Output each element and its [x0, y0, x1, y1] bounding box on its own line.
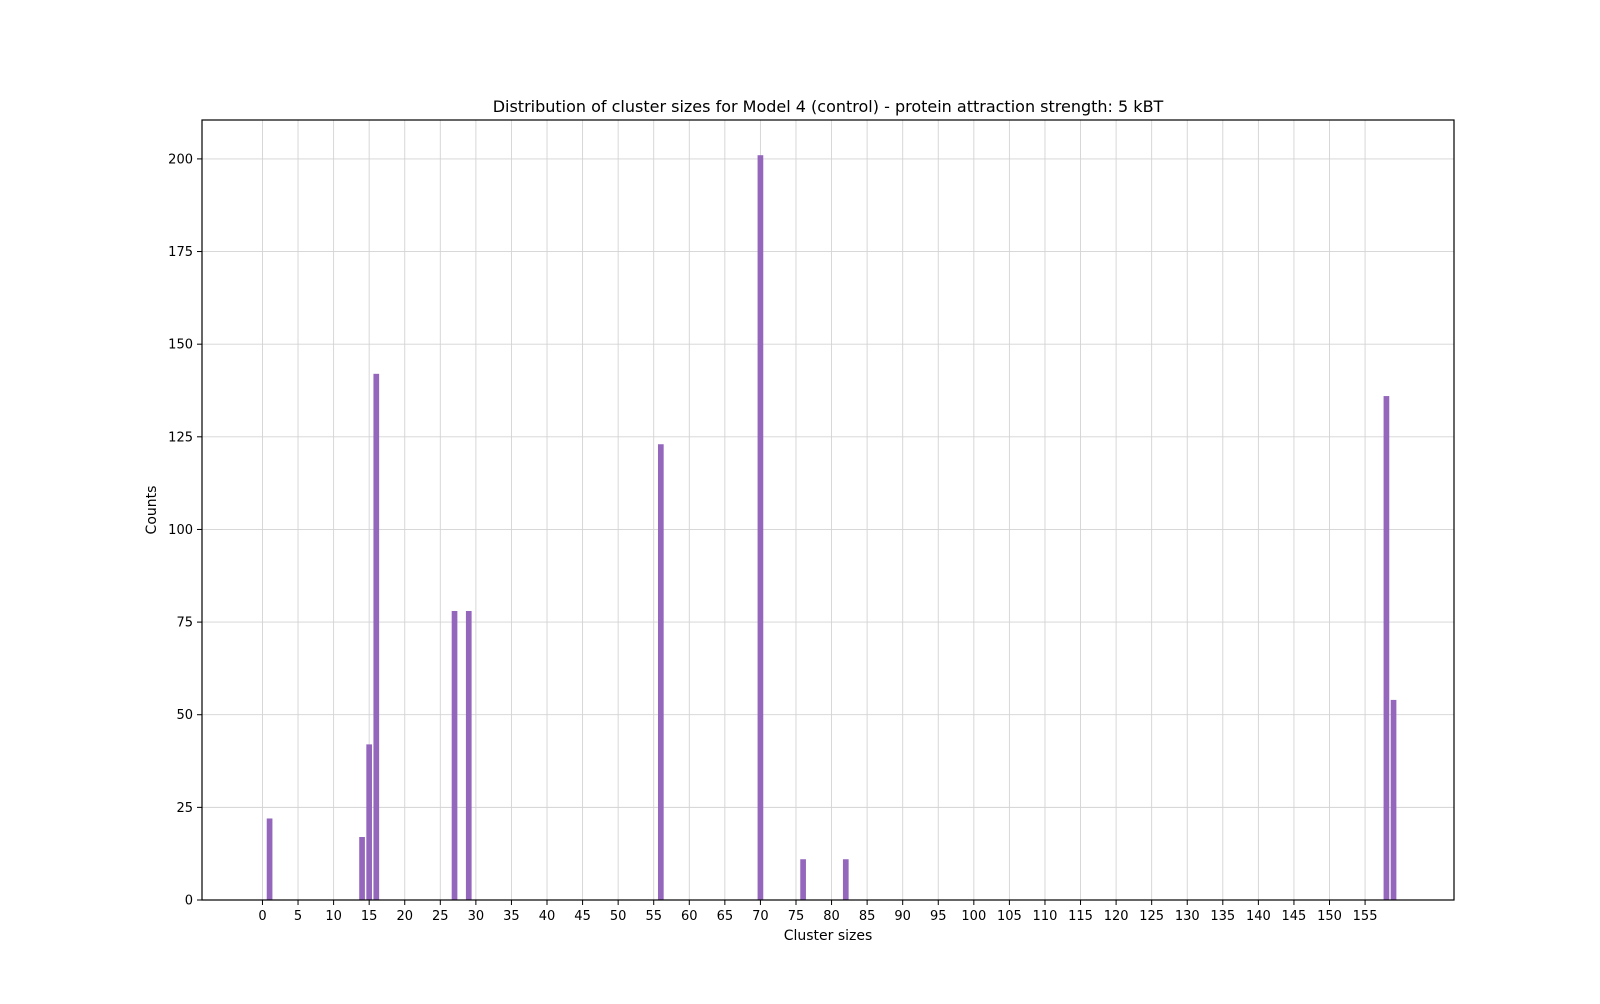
y-tick-label: 75 [176, 616, 193, 631]
x-tick-label: 120 [1104, 909, 1129, 924]
x-tick-label: 45 [574, 909, 591, 924]
x-tick-label: 0 [258, 909, 266, 924]
bar [842, 859, 849, 900]
x-tick-label: 140 [1246, 909, 1271, 924]
x-tick-label: 145 [1282, 909, 1307, 924]
bars-layer [266, 155, 1397, 900]
x-tick-label: 135 [1210, 909, 1235, 924]
y-tick-label: 0 [185, 894, 193, 909]
y-tick-label: 100 [168, 523, 193, 538]
y-tick-label: 175 [168, 245, 193, 260]
plot-frame [201, 119, 1455, 901]
x-tick-label: 100 [961, 909, 986, 924]
bar [757, 155, 764, 900]
x-axis: 0 5 10 15 20 25 30 35 40 45 50 55 60 65 70 75 80 85 90 95 10… [258, 900, 1377, 924]
bar [1383, 396, 1390, 900]
y-axis-label: Counts [144, 486, 160, 535]
bar [657, 444, 664, 900]
x-tick-label: 55 [645, 909, 662, 924]
bar [465, 610, 472, 900]
x-tick-label: 40 [539, 909, 556, 924]
x-tick-label: 35 [503, 909, 520, 924]
x-tick-label: 80 [823, 909, 840, 924]
x-tick-label: 15 [361, 909, 378, 924]
x-tick-label: 150 [1317, 909, 1342, 924]
x-tick-label: 20 [396, 909, 413, 924]
x-tick-label: 5 [294, 909, 302, 924]
y-tick-label: 150 [168, 338, 193, 353]
x-tick-label: 25 [432, 909, 449, 924]
y-axis: 0 25 50 75 100 125 150 175 200 [168, 152, 202, 909]
x-axis-label: Cluster sizes [784, 928, 873, 944]
y-tick-label: 125 [168, 430, 193, 445]
bar [451, 610, 458, 900]
x-tick-label: 75 [788, 909, 805, 924]
x-tick-label: 65 [717, 909, 734, 924]
x-tick-label: 95 [930, 909, 947, 924]
x-tick-label: 85 [859, 909, 876, 924]
x-tick-label: 115 [1068, 909, 1093, 924]
x-tick-label: 105 [997, 909, 1022, 924]
bar [266, 818, 273, 900]
x-tick-label: 155 [1353, 909, 1378, 924]
bar [800, 859, 806, 900]
x-tick-label: 130 [1175, 909, 1200, 924]
x-tick-label: 30 [468, 909, 485, 924]
grid-layer [202, 120, 1454, 901]
bar [373, 373, 380, 900]
y-tick-label: 200 [168, 152, 193, 167]
x-tick-label: 50 [610, 909, 627, 924]
bar [366, 744, 373, 900]
x-tick-label: 90 [894, 909, 911, 924]
x-tick-label: 10 [325, 909, 342, 924]
y-tick-label: 50 [176, 708, 193, 723]
chart-title: Distribution of cluster sizes for Model … [493, 97, 1164, 116]
y-tick-label: 25 [176, 801, 193, 816]
bar [1390, 699, 1397, 900]
x-tick-label: 60 [681, 909, 698, 924]
x-tick-label: 125 [1139, 909, 1164, 924]
x-tick-label: 70 [752, 909, 769, 924]
bar [359, 837, 365, 900]
x-tick-label: 110 [1033, 909, 1058, 924]
